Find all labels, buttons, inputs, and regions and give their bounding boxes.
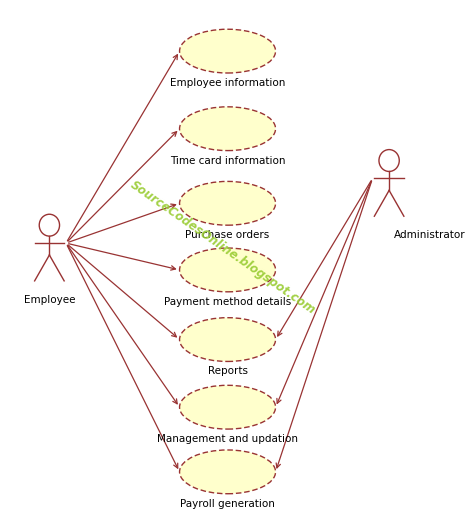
Ellipse shape	[180, 450, 275, 494]
Text: Time card information: Time card information	[170, 155, 285, 166]
Ellipse shape	[180, 107, 275, 151]
Text: Payroll generation: Payroll generation	[180, 499, 275, 509]
Text: Employee: Employee	[24, 295, 75, 305]
Text: Management and updation: Management and updation	[157, 434, 298, 444]
Text: Reports: Reports	[208, 366, 247, 377]
Text: Employee information: Employee information	[170, 78, 285, 88]
Text: Administrator: Administrator	[394, 230, 465, 240]
Ellipse shape	[180, 29, 275, 73]
Ellipse shape	[180, 385, 275, 429]
Text: SourceCodesOnline.blogspot.com: SourceCodesOnline.blogspot.com	[128, 179, 318, 318]
Ellipse shape	[180, 248, 275, 292]
Text: Purchase orders: Purchase orders	[185, 230, 270, 240]
Ellipse shape	[180, 318, 275, 362]
Text: Payment method details: Payment method details	[164, 297, 291, 307]
Ellipse shape	[180, 181, 275, 225]
